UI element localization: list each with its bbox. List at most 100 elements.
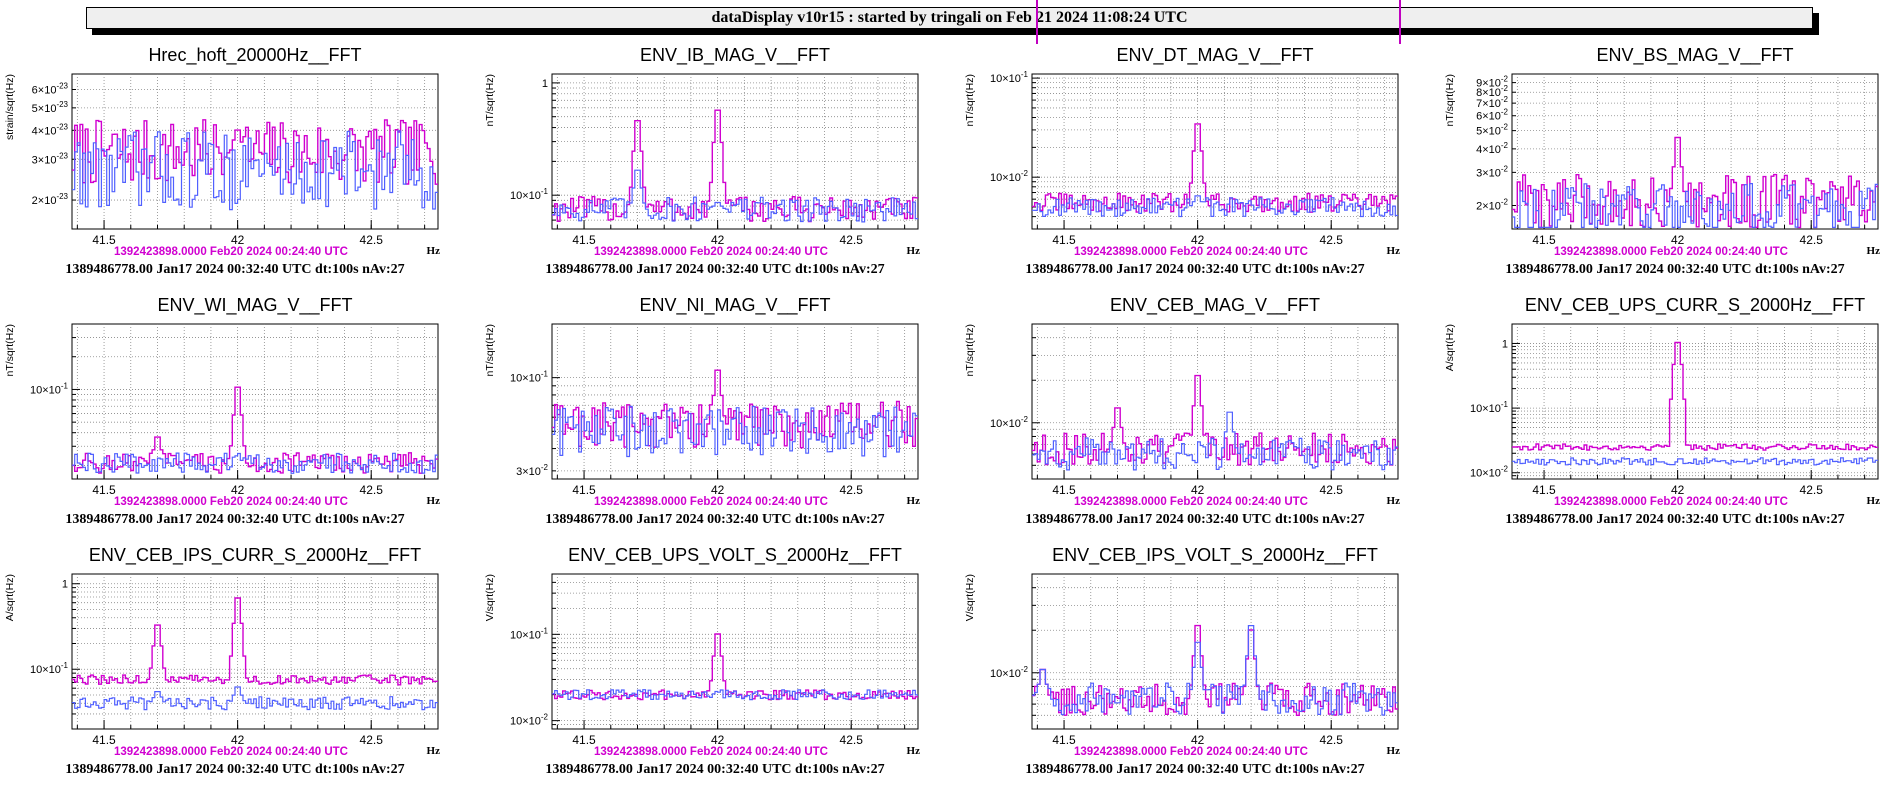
chart-panel: ENV_CEB_UPS_VOLT_S_2000Hz__FFT V/sqrt(Hz)… xyxy=(480,544,950,794)
plot-frame xyxy=(1031,573,1399,730)
x-tick-label: 42 xyxy=(711,483,725,497)
series-current xyxy=(1512,341,1878,451)
y-tick-label: 1 xyxy=(62,579,68,591)
x-tick-label: 41.5 xyxy=(1052,733,1076,747)
timestamp-reference: 1389486778.00 Jan17 2024 00:32:40 UTC dt… xyxy=(1025,512,1365,527)
plot-frame xyxy=(1511,323,1879,480)
timestamp-reference: 1389486778.00 Jan17 2024 00:32:40 UTC dt… xyxy=(1025,262,1365,277)
x-axis-label: Hz xyxy=(427,245,441,254)
y-tick-label: 2×10-2 xyxy=(1476,197,1508,212)
y-tick-label: 10×10-2 xyxy=(510,713,549,728)
y-axis-label: A/sqrt(Hz) xyxy=(4,574,16,621)
chart-title: ENV_DT_MAG_V__FFT xyxy=(1116,45,1313,66)
chart-title: ENV_CEB_IPS_CURR_S_2000Hz__FFT xyxy=(89,545,421,566)
series-reference xyxy=(1512,457,1878,466)
y-tick-label: 10×10-1 xyxy=(30,381,69,396)
chart-panel: ENV_CEB_UPS_CURR_S_2000Hz__FFT A/sqrt(Hz)… xyxy=(1440,294,1882,544)
chart-title: ENV_CEB_UPS_CURR_S_2000Hz__FFT xyxy=(1525,295,1865,316)
x-tick-label: 41.5 xyxy=(572,483,596,497)
x-axis-label: Hz xyxy=(1387,245,1401,254)
y-axis-label: nT/sqrt(Hz) xyxy=(4,324,16,377)
chart-title: Hrec_hoft_20000Hz__FFT xyxy=(148,45,361,66)
series-current xyxy=(1032,123,1398,213)
chart-title: ENV_CEB_MAG_V__FFT xyxy=(1110,295,1320,316)
timestamp-reference: 1389486778.00 Jan17 2024 00:32:40 UTC dt… xyxy=(545,762,885,777)
chart-title: ENV_WI_MAG_V__FFT xyxy=(157,295,352,316)
x-tick-label: 42.5 xyxy=(1320,733,1344,747)
series-reference xyxy=(552,169,918,223)
x-tick-label: 42 xyxy=(1191,733,1205,747)
y-axis-label: V/sqrt(Hz) xyxy=(964,574,976,621)
page-title: dataDisplay v10r15 : started by tringali… xyxy=(86,7,1813,29)
plot-frame xyxy=(71,73,439,230)
y-axis-label: nT/sqrt(Hz) xyxy=(1444,74,1456,127)
x-tick-label: 41.5 xyxy=(1052,233,1076,247)
x-tick-label: 42.5 xyxy=(840,483,864,497)
x-tick-label: 42.5 xyxy=(1800,233,1824,247)
chart-title: ENV_BS_MAG_V__FFT xyxy=(1596,45,1793,66)
plot-frame xyxy=(1031,73,1399,230)
chart-title: ENV_CEB_IPS_VOLT_S_2000Hz__FFT xyxy=(1052,545,1378,566)
y-axis-label: A/sqrt(Hz) xyxy=(1444,324,1456,371)
timestamp-current: 1392423898.0000 Feb20 2024 00:24:40 UTC xyxy=(593,496,828,508)
y-tick-label: 6×10-2 xyxy=(1476,108,1508,123)
x-tick-label: 41.5 xyxy=(92,483,116,497)
y-tick-label: 5×10-23 xyxy=(32,100,69,115)
x-axis-label: Hz xyxy=(1387,495,1401,504)
x-tick-label: 42.5 xyxy=(360,233,384,247)
marker-line-left xyxy=(1036,0,1038,44)
timestamp-reference: 1389486778.00 Jan17 2024 00:32:40 UTC dt… xyxy=(65,762,405,777)
y-tick-label: 10×10-2 xyxy=(990,665,1029,680)
y-tick-label: 1 xyxy=(542,78,548,90)
x-tick-label: 42.5 xyxy=(840,733,864,747)
y-tick-label: 10×10-1 xyxy=(990,70,1029,85)
x-tick-label: 42.5 xyxy=(840,233,864,247)
series-reference xyxy=(1032,195,1398,218)
plot-frame xyxy=(551,323,919,480)
y-tick-label: 10×10-1 xyxy=(510,626,549,641)
chart-title: ENV_IB_MAG_V__FFT xyxy=(640,45,830,66)
y-tick-label: 5×10-2 xyxy=(1476,123,1508,138)
x-tick-label: 41.5 xyxy=(572,233,596,247)
chart-svg: ENV_NI_MAG_V__FFT nT/sqrt(Hz) 41.5 42 42.5 Hz… xyxy=(484,295,920,504)
timestamp-reference: 1389486778.00 Jan17 2024 00:32:40 UTC dt… xyxy=(1505,512,1845,527)
chart-svg: ENV_CEB_UPS_VOLT_S_2000Hz__FFT V/sqrt(Hz)… xyxy=(484,545,920,754)
timestamp-reference: 1389486778.00 Jan17 2024 00:32:40 UTC dt… xyxy=(545,512,885,527)
x-tick-label: 41.5 xyxy=(92,233,116,247)
timestamp-current: 1392423898.0000 Feb20 2024 00:24:40 UTC xyxy=(1073,496,1308,508)
timestamp-reference: 1389486778.00 Jan17 2024 00:32:40 UTC dt… xyxy=(65,512,405,527)
chart-panel: ENV_WI_MAG_V__FFT nT/sqrt(Hz) 41.5 42 42.5 Hz… xyxy=(0,294,470,544)
x-tick-label: 42.5 xyxy=(1320,483,1344,497)
timestamp-current: 1392423898.0000 Feb20 2024 00:24:40 UTC xyxy=(1553,246,1788,258)
y-axis-label: strain/sqrt(Hz) xyxy=(4,74,16,140)
series-reference xyxy=(552,689,918,701)
timestamp-current: 1392423898.0000 Feb20 2024 00:24:40 UTC xyxy=(1553,496,1788,508)
chart-panel: Hrec_hoft_20000Hz__FFT strain/sqrt(Hz) 41.… xyxy=(0,44,470,294)
y-tick-label: 10×10-1 xyxy=(30,661,69,676)
x-tick-label: 42.5 xyxy=(1800,483,1824,497)
x-tick-label: 41.5 xyxy=(1532,483,1556,497)
series-current xyxy=(72,597,438,686)
x-tick-label: 42 xyxy=(1671,483,1685,497)
series-reference xyxy=(72,686,438,711)
x-axis-label: Hz xyxy=(1387,745,1401,754)
x-axis-label: Hz xyxy=(907,245,921,254)
series-reference xyxy=(72,452,438,474)
chart-panel: ENV_CEB_IPS_VOLT_S_2000Hz__FFT V/sqrt(Hz)… xyxy=(960,544,1430,794)
chart-panel: ENV_IB_MAG_V__FFT nT/sqrt(Hz) 41.5 42 42.5 Hz… xyxy=(480,44,950,294)
timestamp-current: 1392423898.0000 Feb20 2024 00:24:40 UTC xyxy=(1073,246,1308,258)
x-tick-label: 42.5 xyxy=(360,483,384,497)
y-tick-label: 1 xyxy=(1502,338,1508,350)
x-tick-label: 42 xyxy=(231,733,245,747)
y-tick-label: 7×10-2 xyxy=(1476,95,1508,110)
x-tick-label: 42 xyxy=(711,733,725,747)
y-tick-label: 3×10-23 xyxy=(32,151,69,166)
x-tick-label: 42 xyxy=(1191,233,1205,247)
x-tick-label: 41.5 xyxy=(92,733,116,747)
x-axis-label: Hz xyxy=(427,745,441,754)
y-tick-label: 8×10-2 xyxy=(1476,84,1508,99)
chart-svg: ENV_CEB_IPS_CURR_S_2000Hz__FFT A/sqrt(Hz)… xyxy=(4,545,441,754)
x-tick-label: 42.5 xyxy=(360,733,384,747)
timestamp-reference: 1389486778.00 Jan17 2024 00:32:40 UTC dt… xyxy=(545,262,885,277)
y-tick-label: 3×10-2 xyxy=(516,463,548,478)
